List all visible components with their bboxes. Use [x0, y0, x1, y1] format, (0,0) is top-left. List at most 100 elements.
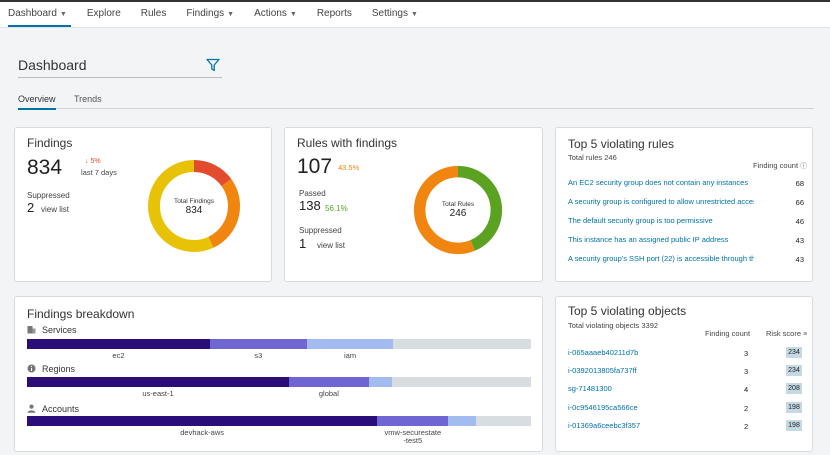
nav-actions[interactable]: Actions ▼: [244, 2, 307, 27]
regions-bar: [27, 377, 531, 387]
risk-score-header[interactable]: Risk score ≡: [766, 329, 807, 338]
risk-score-badge: 198: [786, 420, 802, 431]
nav-settings[interactable]: Settings ▼: [362, 2, 428, 27]
rule-count: 66: [795, 198, 804, 207]
bar-segment-label: devhack-aws: [180, 428, 225, 437]
bar-segment[interactable]: [289, 377, 369, 387]
top-navigation-bar: Dashboard ▼ Explore Rules Findings ▼ Actio…: [0, 0, 830, 28]
rule-count: 43: [795, 255, 804, 264]
regions-heading: Regions: [27, 364, 75, 376]
nav-dashboard-label: Dashboard: [8, 8, 57, 19]
rules-donut-segment-passed[interactable]: [413, 165, 503, 255]
filter-icon[interactable]: [206, 58, 220, 72]
risk-score-badge: 198: [786, 402, 802, 413]
rule-link[interactable]: An EC2 security group does not contain a…: [568, 178, 749, 187]
rule-link[interactable]: A security group's SSH port (22) is acce…: [568, 254, 754, 263]
rule-link[interactable]: This instance has an assigned public IP …: [568, 235, 729, 244]
object-row: sg-71481300 4 208: [568, 383, 802, 397]
top-rules-card: Top 5 violating rules Total rules 246 Fi…: [555, 127, 813, 282]
breakdown-title: Findings breakdown: [27, 307, 135, 321]
bar-segment-label: global: [318, 389, 339, 398]
rule-row: A security group's SSH port (22) is acce…: [568, 254, 804, 270]
tab-overview[interactable]: Overview: [18, 94, 56, 110]
dashboard-tabs: Overview Trends: [18, 92, 814, 110]
nav-dashboard[interactable]: Dashboard ▼: [0, 2, 77, 27]
bar-segment[interactable]: [27, 377, 290, 387]
rules-view-list-link[interactable]: view list: [317, 241, 346, 250]
chevron-down-icon: ▼: [59, 11, 67, 18]
object-link[interactable]: i-0392013805fa737ff: [568, 366, 637, 375]
rules-donut-label: Total Rules: [441, 201, 475, 208]
nav-explore[interactable]: Explore: [77, 2, 131, 27]
bar-segment-label: ec2: [112, 351, 125, 360]
rules-passed-percent: 56.1%: [325, 204, 348, 213]
rule-link[interactable]: The default security group is too permis…: [568, 216, 713, 225]
object-row: i-01369a6ceebc3f357 2 198: [568, 420, 802, 434]
object-link[interactable]: i-01369a6ceebc3f357: [568, 421, 641, 430]
object-count: 3: [744, 349, 749, 358]
bar-segment[interactable]: [27, 339, 210, 349]
tab-trends[interactable]: Trends: [74, 94, 102, 104]
bar-segment[interactable]: [393, 339, 531, 349]
bar-segment[interactable]: [306, 339, 394, 349]
findings-card: Findings 834 ↓ 5% last 7 days Suppressed…: [14, 127, 272, 282]
findings-donut-segment-high[interactable]: [148, 160, 240, 252]
findings-view-list-link[interactable]: view list: [41, 205, 70, 214]
nav-rules-label: Rules: [140, 8, 167, 19]
findings-donut-center: Total Findings 834: [149, 198, 239, 216]
object-row: i-0392013805fa737ff 3 234: [568, 365, 802, 379]
count-header-label: Finding count: [753, 161, 799, 170]
rule-count: 68: [795, 179, 804, 188]
bar-segment-label: vmw-securestate -test5: [384, 428, 442, 445]
rule-row: The default security group is too permis…: [568, 216, 804, 232]
accounts-label: Accounts: [42, 404, 80, 414]
findings-donut-segment-medium[interactable]: [148, 160, 240, 252]
findings-breakdown-card: Findings breakdown Services Regions Acco…: [14, 296, 543, 452]
object-count: 2: [744, 404, 749, 413]
nav-rules[interactable]: Rules: [131, 2, 177, 27]
rule-count: 43: [795, 236, 804, 245]
risk-score-label: Risk score: [766, 329, 802, 338]
findings-count: 834: [27, 156, 63, 179]
bar-segment[interactable]: [377, 416, 449, 426]
object-link[interactable]: sg-71481300: [568, 384, 612, 393]
nav-reports[interactable]: Reports: [307, 2, 362, 27]
bar-segment[interactable]: [209, 339, 307, 349]
services-bar: [27, 339, 531, 349]
findings-title: Findings: [27, 136, 73, 150]
nav-findings[interactable]: Findings ▼: [176, 2, 244, 27]
dashboard-selector[interactable]: Dashboard: [18, 52, 222, 78]
rule-row: A security group is configured to allow …: [568, 197, 804, 213]
findings-suppressed-label: Suppressed: [27, 191, 70, 200]
object-link[interactable]: i-0c9546195ca566ce: [568, 403, 638, 412]
object-link[interactable]: i-065aaaeb40211d7b: [568, 348, 639, 357]
rule-link[interactable]: A security group is configured to allow …: [568, 197, 754, 206]
rules-passed-label: Passed: [299, 189, 326, 198]
rules-donut-chart: [413, 165, 503, 255]
bar-segment[interactable]: [27, 416, 378, 426]
regions-label: Regions: [42, 364, 76, 374]
top-rules-title: Top 5 violating rules: [568, 137, 675, 151]
bar-segment[interactable]: [448, 416, 476, 426]
top-objects-card: Top 5 violating objects Total violating …: [555, 296, 813, 452]
info-circle-icon[interactable]: ⓘ: [800, 163, 808, 170]
rule-row: This instance has an assigned public IP …: [568, 235, 804, 251]
sort-icon[interactable]: ≡: [803, 331, 808, 338]
object-count: 3: [744, 367, 749, 376]
rule-row: An EC2 security group does not contain a…: [568, 178, 804, 194]
bar-segment[interactable]: [391, 377, 531, 387]
bar-segment[interactable]: [475, 416, 531, 426]
risk-score-badge: 234: [786, 365, 802, 376]
nav-settings-label: Settings: [371, 8, 408, 19]
objects-count-header: Finding count: [705, 329, 751, 338]
info-circle-icon: [27, 364, 36, 373]
main-nav: Dashboard ▼ Explore Rules Findings ▼ Actio…: [0, 2, 428, 28]
bar-segment[interactable]: [368, 377, 392, 387]
top-rules-count-header: Finding count ⓘ: [753, 161, 807, 171]
findings-delta-sub: last 7 days: [81, 168, 117, 177]
rules-donut-value: 246: [449, 208, 467, 219]
building-icon: [27, 326, 36, 334]
top-objects-title: Top 5 violating objects: [568, 304, 687, 318]
nav-findings-label: Findings: [186, 8, 225, 19]
page-title: Dashboard: [18, 57, 87, 73]
